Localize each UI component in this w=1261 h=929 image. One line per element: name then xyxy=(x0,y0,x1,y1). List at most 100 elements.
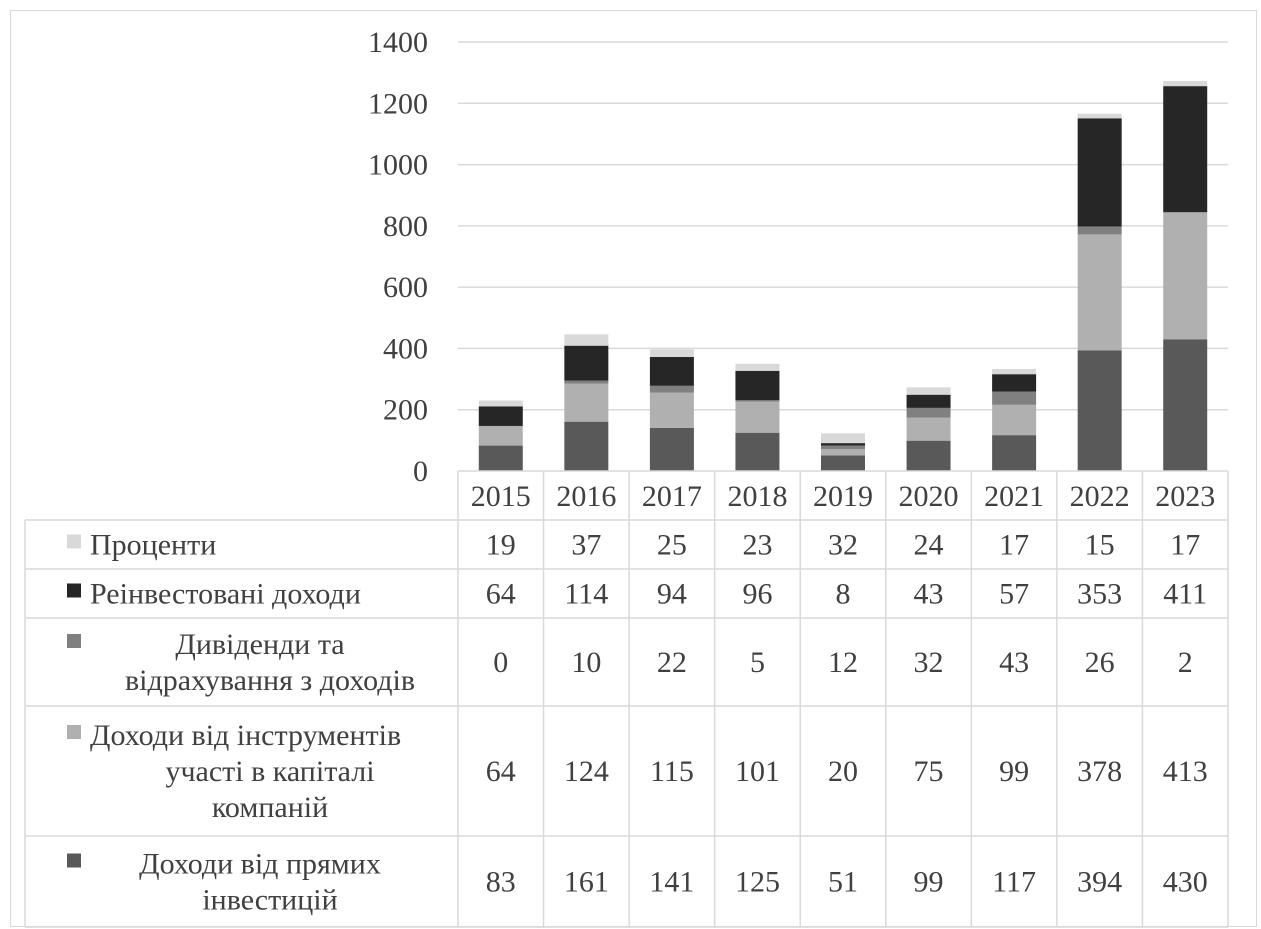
bar-segment xyxy=(992,374,1037,392)
legend-label: Доходи від прямих xyxy=(139,848,381,881)
bar-segment xyxy=(821,443,865,446)
table-value-cell: 10 xyxy=(571,646,601,679)
bar-segment xyxy=(821,449,865,456)
table-value-cell: 99 xyxy=(999,755,1029,788)
table-value-cell: 117 xyxy=(992,866,1036,899)
bar-segment xyxy=(906,394,951,408)
table-value-cell: 96 xyxy=(742,578,772,611)
bar-segment xyxy=(1163,339,1208,471)
legend-swatch xyxy=(67,634,81,648)
bar-segment xyxy=(649,427,694,471)
table-value-cell: 8 xyxy=(836,578,851,611)
bar-segment xyxy=(1077,350,1122,471)
x-category-label: 2018 xyxy=(727,480,787,513)
legend-swatch xyxy=(67,583,81,598)
table-value-cell: 75 xyxy=(914,755,944,788)
bar-segment xyxy=(564,380,609,384)
table-value-cell: 17 xyxy=(1170,529,1200,562)
table-value-cell: 64 xyxy=(486,755,516,788)
bar-segment xyxy=(906,387,951,395)
x-category-label: 2021 xyxy=(984,480,1044,513)
table-value-cell: 24 xyxy=(914,529,944,562)
bar-segment xyxy=(735,363,780,371)
bar-segment xyxy=(1077,113,1122,119)
bar-segment xyxy=(992,435,1037,471)
bars xyxy=(478,80,1208,471)
bar-segment xyxy=(564,383,609,422)
x-category-label: 2017 xyxy=(642,480,702,513)
x-category-label: 2020 xyxy=(899,480,959,513)
bar-segment xyxy=(1163,86,1208,213)
bar-segment xyxy=(478,406,523,426)
bar-segment xyxy=(564,345,609,381)
table-value-cell: 161 xyxy=(564,866,609,899)
bar-segment xyxy=(735,401,780,433)
bar-segment xyxy=(649,357,694,386)
bar-segment xyxy=(649,385,694,393)
legend-label: інвестицій xyxy=(202,884,337,917)
table-value-cell: 125 xyxy=(735,866,780,899)
table-value-cell: 51 xyxy=(828,866,858,899)
table-value-cell: 32 xyxy=(828,529,858,562)
table-value-cell: 83 xyxy=(486,866,516,899)
table-value-cell: 19 xyxy=(486,529,516,562)
table-value-cell: 124 xyxy=(564,755,609,788)
bar-segment xyxy=(564,334,609,346)
x-category-label: 2016 xyxy=(556,480,616,513)
table-value-cell: 99 xyxy=(914,866,944,899)
bar-segment xyxy=(1163,212,1208,340)
legend-swatch xyxy=(67,853,81,868)
bar-segment xyxy=(821,445,865,450)
table-value-cell: 22 xyxy=(657,646,687,679)
table-value-cell: 2 xyxy=(1178,646,1193,679)
bar-segment xyxy=(992,391,1037,405)
y-tick-label: 200 xyxy=(383,394,428,427)
y-tick-label: 1000 xyxy=(368,149,428,182)
bar-segment xyxy=(735,400,780,402)
legend-swatch xyxy=(67,725,81,739)
legend-label: участі в капіталі xyxy=(165,755,374,788)
data-table: 2015 2016 2017 2018 2019 2020 2021 2022 2023Проц… xyxy=(24,470,1229,928)
bar-segment xyxy=(1077,234,1122,351)
table-value-cell: 115 xyxy=(650,755,694,788)
bar-segment xyxy=(992,404,1037,436)
table-value-cell: 17 xyxy=(999,529,1029,562)
bar-segment xyxy=(906,407,951,418)
legend-label: Реінвестовані доходи xyxy=(90,578,361,611)
table-value-cell: 411 xyxy=(1163,578,1207,611)
legend-label: відрахування з доходів xyxy=(125,664,415,697)
x-category-label: 2023 xyxy=(1155,480,1215,513)
bar-segment xyxy=(1163,212,1208,213)
table-value-cell: 64 xyxy=(486,578,516,611)
bar-segment xyxy=(821,455,865,471)
y-tick-label: 0 xyxy=(413,455,428,488)
y-tick-label: 1400 xyxy=(368,26,428,59)
bar-segment xyxy=(735,370,780,401)
table-value-cell: 25 xyxy=(657,529,687,562)
table-value-cell: 37 xyxy=(571,529,601,562)
y-tick-label: 600 xyxy=(383,271,428,304)
table-value-cell: 43 xyxy=(999,646,1029,679)
bar-segment xyxy=(992,368,1037,375)
x-category-label: 2019 xyxy=(813,480,873,513)
legend-label: Дивіденди та xyxy=(175,628,344,661)
table-value-cell: 101 xyxy=(735,755,780,788)
legend-label: компаній xyxy=(212,791,328,824)
table-value-cell: 114 xyxy=(564,578,608,611)
table-value-cell: 0 xyxy=(493,646,508,679)
bar-segment xyxy=(821,433,865,444)
table-value-cell: 43 xyxy=(914,578,944,611)
table-value-cell: 20 xyxy=(828,755,858,788)
bar-segment xyxy=(1163,80,1208,87)
x-category-label: 2022 xyxy=(1070,480,1130,513)
table-value-cell: 413 xyxy=(1163,755,1208,788)
y-tick-label: 400 xyxy=(383,332,428,365)
table-value-cell: 12 xyxy=(828,646,858,679)
bar-segment xyxy=(564,421,609,471)
table-value-cell: 353 xyxy=(1077,578,1122,611)
table-value-cell: 5 xyxy=(750,646,765,679)
bar-segment xyxy=(906,440,951,471)
bar-segment xyxy=(478,425,523,446)
table-value-cell: 94 xyxy=(657,578,687,611)
